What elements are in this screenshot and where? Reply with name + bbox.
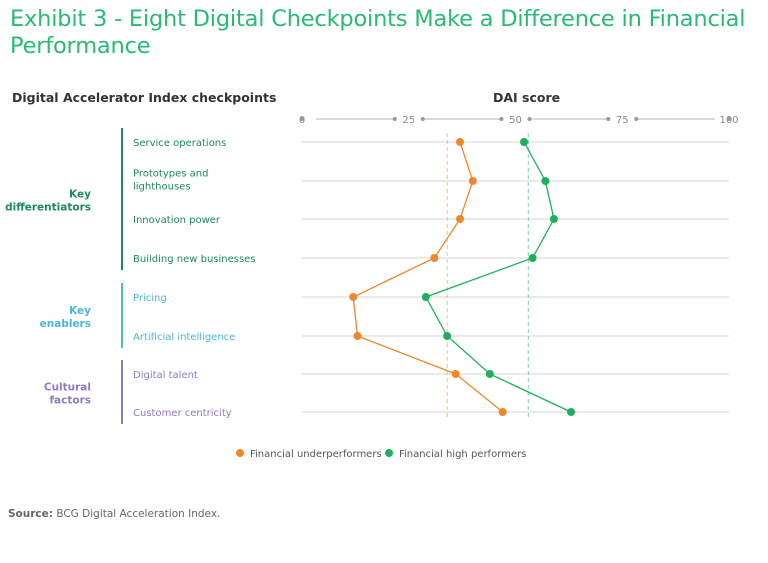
data-point: [455, 215, 464, 223]
category-label: lighthouses: [133, 182, 191, 193]
x-tick-mark: [727, 117, 731, 121]
data-point: [455, 138, 464, 146]
category-label: Service operations: [133, 138, 226, 149]
legend-label: Financial high performers: [399, 449, 526, 460]
x-tick-mark: [527, 117, 532, 121]
category-label: Artificial intelligence: [133, 332, 235, 343]
group-label: Key: [69, 305, 91, 317]
x-tick-mark: [392, 117, 397, 121]
tick-label-bg: [394, 112, 423, 126]
category-label: Pricing: [133, 293, 167, 304]
data-point: [443, 332, 452, 340]
category-label: Digital talent: [133, 370, 198, 381]
data-point: [349, 293, 358, 301]
group-label: factors: [49, 395, 91, 407]
category-label: Customer centricity: [133, 408, 232, 419]
checkpoints-header: Digital Accelerator Index checkpoints: [12, 90, 277, 105]
x-tick-label: 50: [509, 115, 522, 126]
category-label: Innovation power: [133, 215, 221, 226]
page-title: Exhibit 3 - Eight Digital Checkpoints Ma…: [10, 6, 746, 59]
x-tick-mark: [499, 117, 504, 121]
data-point: [451, 370, 460, 378]
dai-score-header: DAI score: [493, 90, 561, 105]
category-label: Prototypes and: [133, 169, 208, 180]
data-point: [421, 293, 430, 301]
source-text: BCG Digital Acceleration Index.: [56, 508, 221, 520]
data-point: [567, 408, 576, 416]
tick-label-bg: [501, 112, 530, 126]
group-label: Key: [69, 189, 91, 201]
data-point: [520, 138, 529, 146]
legend-label: Financial underperformers: [250, 449, 382, 460]
source-label: Source:: [8, 508, 53, 520]
data-point: [541, 177, 550, 185]
data-point: [549, 215, 558, 223]
legend-marker: [236, 449, 244, 457]
group-label: Cultural: [44, 382, 91, 394]
source-note: Source: BCG Digital Acceleration Index.: [8, 508, 220, 520]
x-tick-mark: [420, 117, 425, 121]
series-line: [352, 141, 504, 413]
data-point: [430, 254, 439, 262]
category-label: Building new businesses: [133, 254, 256, 265]
x-tick-mark: [606, 117, 611, 121]
data-point: [468, 177, 477, 185]
group-label: enablers: [40, 318, 91, 330]
group-label: differentiators: [5, 202, 91, 214]
x-tick-label: 75: [616, 115, 629, 126]
data-point: [353, 332, 362, 340]
x-tick-label: 25: [402, 115, 415, 126]
data-point: [528, 254, 537, 262]
tick-label-bg: [608, 112, 637, 126]
legend-marker: [385, 449, 393, 457]
data-point: [498, 408, 507, 416]
series-line: [424, 141, 572, 413]
x-tick-mark: [634, 117, 639, 121]
data-point: [485, 370, 494, 378]
x-tick-mark: [300, 117, 304, 121]
